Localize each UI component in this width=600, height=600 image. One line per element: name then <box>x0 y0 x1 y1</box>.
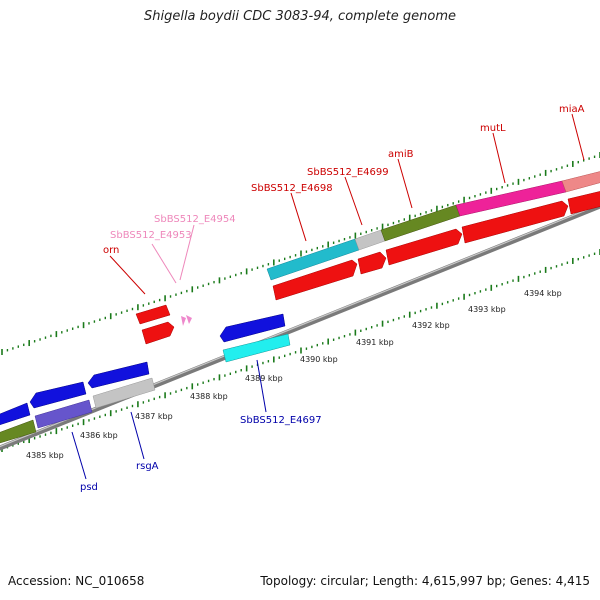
topology-text: Topology: circular; Length: 4,615,997 bp… <box>260 574 590 588</box>
scale-label: 4390 kbp <box>300 355 338 364</box>
gene-rsgA-blue[interactable] <box>87 361 150 389</box>
gene-psd[interactable] <box>34 399 93 429</box>
forward-outer-row <box>266 169 600 281</box>
inner-tick-track <box>1 249 600 452</box>
gene-gray-outer[interactable] <box>354 229 386 251</box>
scale-labels: 4385 kbp 4386 kbp 4387 kbp 4388 kbp 4389… <box>26 289 562 460</box>
label-SbBS512_E4699: SbBS512_E4699 <box>307 167 389 178</box>
orn-region <box>135 304 192 345</box>
gene-SbBS512_E4697-blue[interactable] <box>219 313 286 343</box>
scale-label: 4388 kbp <box>190 392 228 401</box>
scale-label: 4389 kbp <box>245 374 283 383</box>
reverse-row <box>0 313 291 446</box>
scale-label: 4394 kbp <box>524 289 562 298</box>
label-amiB: amiB <box>388 149 414 160</box>
callout-lines <box>71 113 585 480</box>
gene-amiB[interactable] <box>385 228 463 266</box>
label-psd: psd <box>80 482 98 493</box>
scale-label: 4385 kbp <box>26 451 64 460</box>
gene-miaA[interactable] <box>567 189 600 215</box>
accession-text: Accession: NC_010658 <box>8 574 145 588</box>
gene-left-blue[interactable] <box>0 402 31 428</box>
scale-label: 4387 kbp <box>135 412 173 421</box>
label-SbBS512_E4698: SbBS512_E4698 <box>251 183 333 194</box>
label-SbBS512_E4954: SbBS512_E4954 <box>154 214 236 225</box>
gene-labels: miaA mutL amiB SbBS512_E4699 SbBS512_E46… <box>80 104 585 493</box>
forward-inner-row <box>272 189 600 301</box>
label-orn: orn <box>103 245 119 256</box>
gene-psd-blue[interactable] <box>29 381 87 409</box>
outer-tick-track <box>1 152 600 355</box>
label-miaA: miaA <box>559 104 585 115</box>
label-rsgA: rsgA <box>136 461 159 472</box>
gene-miaA-outer[interactable] <box>561 169 600 193</box>
gene-orn[interactable] <box>141 321 175 345</box>
label-SbBS512_E4697: SbBS512_E4697 <box>240 415 322 426</box>
gene-rsgA[interactable] <box>92 377 156 409</box>
gene-orn-outer[interactable] <box>135 304 171 325</box>
gene-SbBS512_E4699[interactable] <box>357 251 387 275</box>
gene-SbBS512_E4953[interactable] <box>181 316 186 326</box>
scale-label: 4392 kbp <box>412 321 450 330</box>
label-mutL: mutL <box>480 123 506 134</box>
scale-label: 4391 kbp <box>356 338 394 347</box>
label-SbBS512_E4953: SbBS512_E4953 <box>110 230 192 241</box>
scale-label: 4393 kbp <box>468 305 506 314</box>
gene-left-olive[interactable] <box>0 419 37 446</box>
scale-label: 4386 kbp <box>80 431 118 440</box>
gene-SbBS512_E4698[interactable] <box>272 259 358 301</box>
genome-title: Shigella boydii CDC 3083-94, complete ge… <box>143 9 457 24</box>
gene-SbBS512_E4954[interactable] <box>186 315 192 324</box>
genome-backbone <box>0 203 600 451</box>
gene-SbBS512_E4697[interactable] <box>222 333 291 363</box>
gene-mutL[interactable] <box>461 200 569 244</box>
